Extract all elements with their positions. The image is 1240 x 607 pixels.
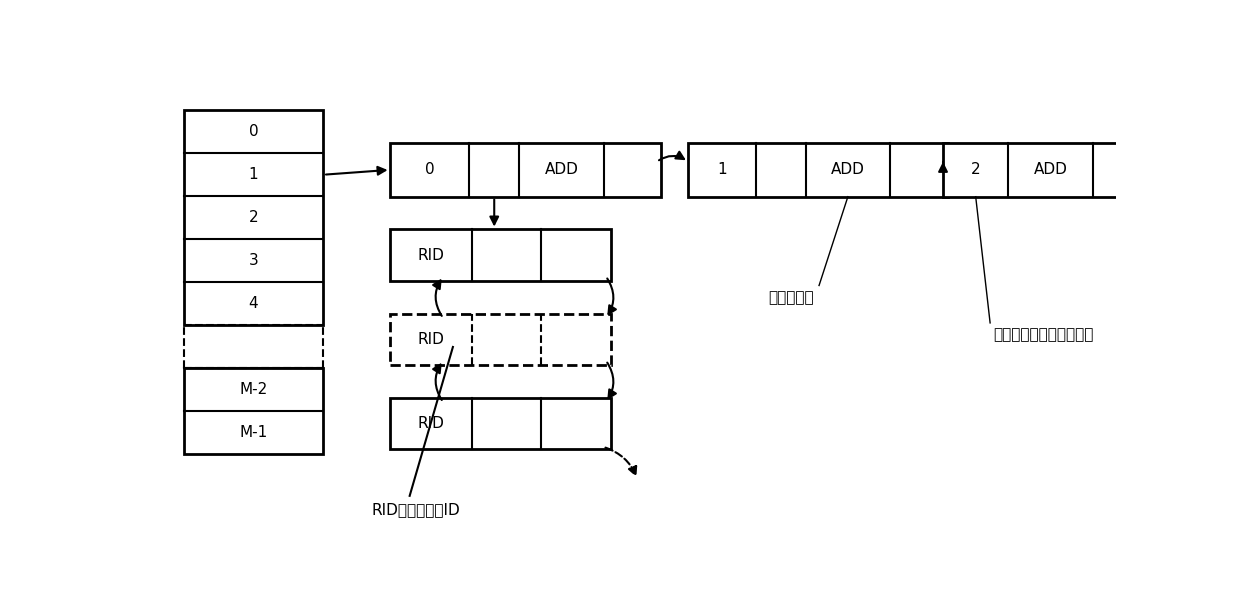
Text: ADD: ADD — [544, 162, 578, 177]
Text: 2: 2 — [249, 210, 258, 225]
Text: M-1: M-1 — [239, 426, 268, 440]
Text: ADD: ADD — [1034, 162, 1068, 177]
Text: 0: 0 — [425, 162, 435, 177]
Text: RID: RID — [418, 332, 445, 347]
Text: RID: RID — [418, 248, 445, 263]
Text: 2: 2 — [971, 162, 981, 177]
Text: 子节点地址: 子节点地址 — [769, 290, 815, 305]
Text: RID: RID — [418, 416, 445, 431]
Bar — [391, 398, 610, 449]
Bar — [391, 143, 661, 197]
Bar — [184, 368, 324, 454]
Bar — [942, 143, 1193, 197]
Text: 1: 1 — [249, 168, 258, 182]
Text: ADD: ADD — [831, 162, 864, 177]
Bar — [391, 314, 610, 365]
Text: RID：中继节点ID: RID：中继节点ID — [371, 503, 460, 517]
Text: 0: 0 — [249, 124, 258, 139]
Text: M-2: M-2 — [239, 382, 268, 397]
Bar — [391, 229, 610, 281]
Bar — [688, 143, 947, 197]
Text: 1: 1 — [717, 162, 727, 177]
Text: 子节点位于散列表的序号: 子节点位于散列表的序号 — [993, 328, 1094, 342]
Text: 4: 4 — [249, 296, 258, 311]
Bar — [184, 110, 324, 325]
Text: 3: 3 — [249, 253, 258, 268]
